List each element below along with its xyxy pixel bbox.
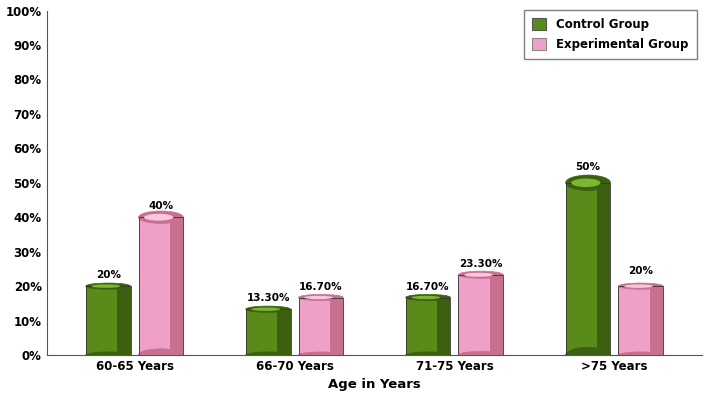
Ellipse shape	[459, 351, 503, 358]
Bar	[246, 309, 290, 355]
Ellipse shape	[411, 296, 440, 299]
Bar	[566, 183, 597, 355]
Bar	[139, 217, 183, 355]
Bar	[170, 217, 183, 355]
Text: 13.30%: 13.30%	[246, 293, 290, 303]
Bar	[86, 286, 130, 355]
Ellipse shape	[624, 284, 653, 288]
Bar	[299, 297, 343, 355]
Ellipse shape	[246, 352, 290, 358]
Ellipse shape	[566, 347, 610, 363]
Bar	[650, 286, 663, 355]
Ellipse shape	[86, 352, 130, 358]
Ellipse shape	[406, 295, 450, 301]
Text: 20%: 20%	[629, 266, 653, 276]
Bar	[299, 297, 330, 355]
Text: 23.30%: 23.30%	[459, 259, 503, 269]
Bar	[246, 309, 277, 355]
Bar	[277, 309, 290, 355]
Ellipse shape	[299, 295, 343, 301]
Bar	[330, 297, 343, 355]
Ellipse shape	[86, 283, 130, 289]
Ellipse shape	[619, 283, 663, 289]
Bar	[459, 275, 490, 355]
X-axis label: Age in Years: Age in Years	[328, 378, 421, 391]
Ellipse shape	[619, 352, 663, 358]
Legend: Control Group, Experimental Group: Control Group, Experimental Group	[524, 10, 697, 59]
Text: 20%: 20%	[96, 270, 120, 280]
Ellipse shape	[246, 306, 290, 312]
Ellipse shape	[566, 175, 610, 191]
Ellipse shape	[91, 284, 120, 288]
Ellipse shape	[139, 211, 183, 224]
Bar	[437, 297, 450, 355]
Text: 16.70%: 16.70%	[299, 281, 343, 292]
Bar	[490, 275, 503, 355]
Bar	[86, 286, 117, 355]
Bar	[406, 297, 437, 355]
Ellipse shape	[251, 308, 280, 311]
Ellipse shape	[139, 349, 183, 361]
Bar	[597, 183, 610, 355]
Bar	[139, 217, 170, 355]
Bar	[566, 183, 610, 355]
Bar	[117, 286, 130, 355]
Text: 50%: 50%	[576, 162, 600, 172]
Bar	[406, 297, 450, 355]
Text: 16.70%: 16.70%	[406, 281, 450, 292]
Ellipse shape	[299, 352, 343, 358]
Bar	[619, 286, 663, 355]
Ellipse shape	[406, 352, 450, 358]
Ellipse shape	[459, 271, 503, 278]
Ellipse shape	[571, 179, 600, 187]
Bar	[459, 275, 503, 355]
Bar	[619, 286, 650, 355]
Ellipse shape	[144, 214, 173, 221]
Ellipse shape	[304, 296, 333, 299]
Ellipse shape	[464, 273, 493, 277]
Text: 40%: 40%	[149, 201, 173, 211]
